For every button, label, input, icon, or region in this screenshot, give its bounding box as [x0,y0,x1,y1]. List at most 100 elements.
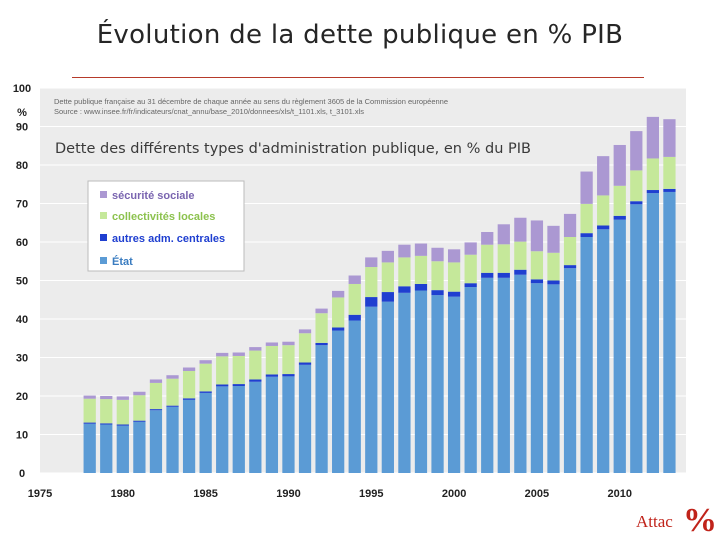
bar-collectivites-1989 [265,345,279,375]
bar-etat-2005 [530,283,544,473]
bar-collectivites-2008 [580,203,593,234]
bar-collectivites-1986 [216,356,229,385]
bar-autres-1998 [414,283,428,291]
bar-securite-1979 [100,396,113,400]
bar-collectivites-1982 [149,382,163,410]
bar-autres-1991 [298,362,312,365]
bar-etat-2013 [663,191,676,473]
title-divider [72,77,644,78]
legend-swatch-collectivites [100,212,107,219]
bar-autres-1978 [83,422,96,424]
bar-collectivites-1994 [348,283,361,315]
legend-label-etat: État [112,255,133,268]
bar-autres-2005 [530,279,544,284]
legend-label-securite: sécurité sociale [112,190,195,202]
bar-securite-1994 [348,275,361,284]
bar-securite-1988 [249,347,262,351]
bar-securite-2005 [530,220,544,252]
legend-swatch-securite [100,191,107,198]
bar-collectivites-2009 [597,195,610,226]
bar-autres-1999 [431,290,444,296]
bar-securite-2006 [547,225,560,253]
bar-etat-1984 [182,399,196,473]
bar-autres-2004 [514,269,527,275]
bar-securite-2012 [646,116,660,159]
bar-etat-1990 [282,376,295,473]
bar-collectivites-2006 [547,252,560,281]
y-tick-label: 20 [16,391,28,403]
legend-label-autres: autres adm. centrales [112,233,225,245]
bar-autres-1988 [249,379,262,382]
y-tick-label: 80 [16,160,28,172]
bar-securite-1980 [116,396,129,400]
x-tick-label: 2010 [608,488,632,500]
bar-stacks [83,116,676,474]
bar-autres-1982 [149,409,163,411]
bar-autres-1979 [100,423,113,425]
bar-securite-1998 [414,243,428,256]
bar-etat-1996 [381,301,394,473]
bar-securite-1993 [332,290,345,298]
y-tick-label: 30 [16,353,28,365]
bar-collectivites-1991 [298,333,312,363]
legend: sécurité sociale collectivités locales a… [87,180,245,272]
bar-collectivites-1997 [398,257,411,287]
brand-text: Attac [636,512,673,531]
bar-collectivites-1984 [182,370,196,399]
bar-etat-2006 [547,284,560,473]
bar-autres-2013 [663,188,676,192]
y-axis: 0 10 20 30 40 50 60 70 80 90 100 [13,83,31,480]
source-line-1: Dette publique française au 31 décembre … [54,97,448,106]
bar-collectivites-1979 [100,399,113,424]
y-tick-label: 50 [16,276,28,288]
bar-collectivites-2013 [663,156,676,189]
bar-collectivites-2000 [447,262,461,292]
bar-collectivites-1987 [232,355,245,385]
x-tick-label: 2000 [442,488,466,500]
bar-collectivites-2003 [497,244,510,273]
bar-securite-1997 [398,244,411,258]
x-tick-label: 1980 [111,488,135,500]
attac-logo: Attac % [636,502,717,540]
legend-swatch-autres [100,234,107,241]
bar-securite-1991 [298,329,312,334]
bar-securite-1989 [265,342,279,346]
bar-autres-2006 [547,280,560,285]
bar-etat-2010 [613,219,626,473]
bar-etat-2003 [497,277,510,473]
bar-autres-2010 [613,215,626,220]
bar-collectivites-1983 [166,378,179,406]
bar-collectivites-1998 [414,255,428,284]
bar-collectivites-2004 [514,241,527,270]
bar-etat-1986 [216,386,229,473]
bar-etat-2004 [514,274,527,473]
bar-etat-1991 [298,364,312,473]
bar-etat-2002 [481,277,494,473]
bar-collectivites-1988 [249,350,262,380]
bar-etat-1998 [414,290,428,473]
bar-collectivites-2002 [481,244,494,273]
bar-autres-1980 [116,424,129,426]
bar-etat-1981 [133,421,146,473]
bar-autres-1987 [232,384,245,386]
bar-collectivites-2005 [530,251,544,280]
bar-securite-2003 [497,224,510,245]
bar-etat-1978 [83,423,96,473]
bar-securite-2007 [563,213,577,237]
slide-title: Évolution de la dette publique en % PIB [96,20,624,50]
x-tick-label: 1985 [193,488,217,500]
bar-collectivites-1993 [332,297,345,328]
y-tick-label: 100 [13,83,31,95]
bar-autres-1981 [133,420,146,422]
y-tick-label: 90 [16,122,28,134]
bar-collectivites-1999 [431,261,444,291]
bar-securite-1981 [133,391,146,396]
source-line-2: Source : www.insee.fr/fr/indicateurs/cna… [54,107,364,116]
bar-securite-2004 [514,217,527,242]
bar-collectivites-1992 [315,313,328,343]
bar-collectivites-1980 [116,399,129,425]
legend-label-collectivites: collectivités locales [112,211,215,223]
bar-securite-1982 [149,379,163,383]
bar-etat-1993 [332,330,345,473]
bar-etat-1995 [365,306,378,473]
